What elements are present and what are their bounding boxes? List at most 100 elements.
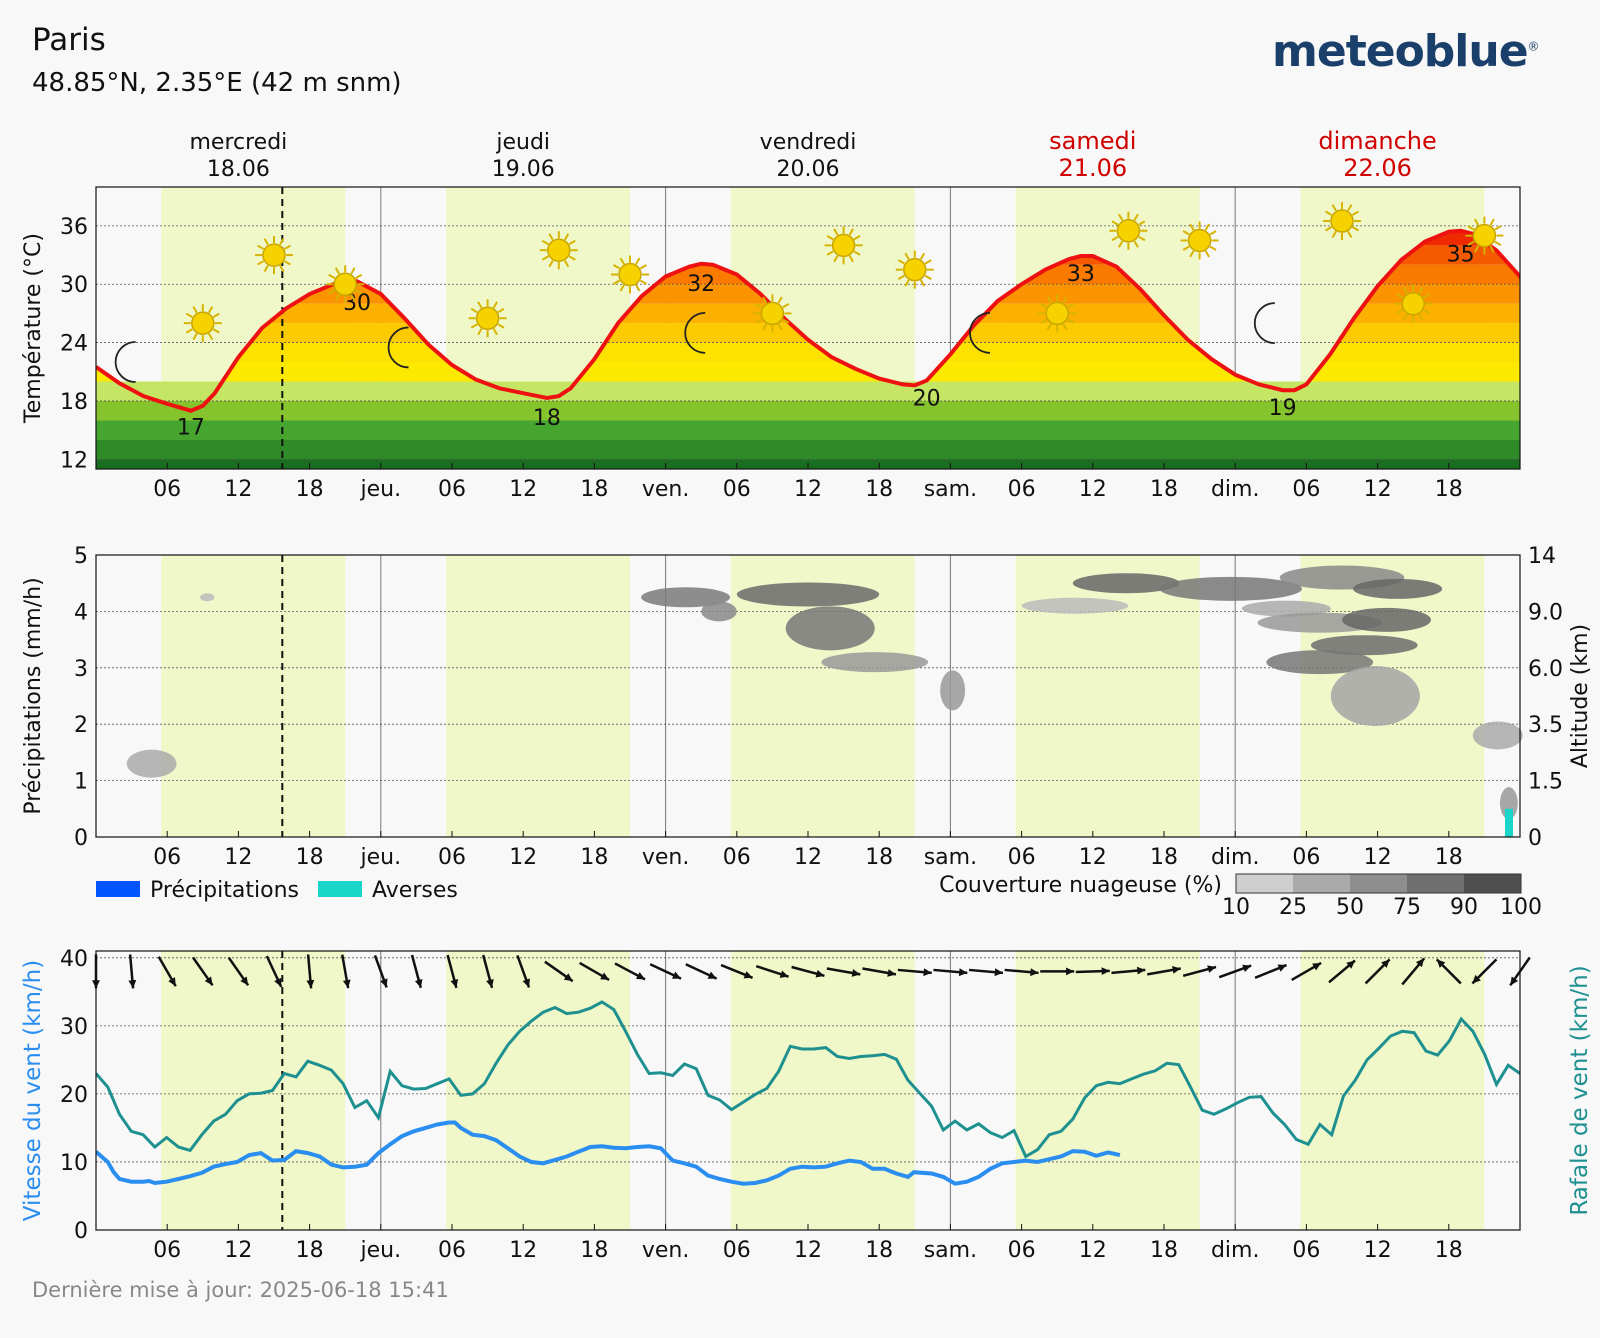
sun-ray (919, 279, 926, 287)
sun-ray (619, 257, 625, 265)
meteoblue-logo[interactable]: meteoblue® (1272, 26, 1540, 77)
wind-arrow-head (414, 978, 423, 988)
sun-ray (263, 238, 269, 246)
sun-ray (477, 328, 483, 336)
sun-ray (1118, 213, 1124, 221)
x-tick-label: 12 (1079, 845, 1107, 870)
wind-direction-arrow (897, 968, 932, 977)
cloud-legend-swatch (1236, 874, 1293, 893)
wind-lines (96, 1000, 1520, 1186)
wind-arrow-head (1136, 966, 1146, 975)
sun-ray (613, 264, 621, 270)
cloud-cover-cell (126, 749, 177, 778)
cloud-legend-title: Couverture nuageuse (%) (939, 873, 1222, 898)
cloud-cover-cell (940, 670, 966, 711)
sun-icon (468, 299, 507, 338)
x-tick-label: ven. (642, 477, 690, 502)
temp-min-label: 19 (1269, 396, 1297, 421)
wind-direction-arrow (579, 961, 610, 981)
sun-ray (1467, 240, 1475, 246)
wind-arrow-head (672, 971, 682, 979)
sun-ray (826, 250, 834, 256)
sun-ray (635, 257, 641, 265)
temperature-chart: 12182430361730183220331935203422061218je… (21, 186, 1521, 502)
sun-icon (183, 304, 222, 343)
sun-ray (568, 239, 576, 246)
wind-arrow-head (958, 968, 968, 977)
day-date: 18.06 (207, 157, 270, 182)
sun-ray (777, 323, 783, 331)
sun-ray (350, 294, 356, 302)
wind-arrow-head (380, 978, 388, 988)
wind-arrow-head (274, 977, 282, 987)
x-tick-label: 18 (296, 1238, 324, 1263)
wind-direction-arrow (720, 963, 754, 979)
wind-direction-arrow (306, 954, 315, 989)
sun-icon (1109, 211, 1148, 250)
sun-ray (1347, 204, 1353, 212)
wind-direction-arrow (791, 965, 825, 978)
wind-arrow-head (636, 972, 646, 980)
wind-arrow-head (743, 971, 753, 979)
x-tick-label: 12 (1079, 1238, 1107, 1263)
wind-direction-arrow (649, 963, 682, 980)
x-tick-label: dim. (1211, 845, 1260, 870)
sun-ray (279, 264, 285, 273)
wind-arrow-head (1415, 958, 1425, 968)
sun-ray (1423, 308, 1431, 315)
sun-ray (762, 296, 768, 304)
sun-ray (897, 259, 905, 265)
x-tick-label: 18 (1150, 845, 1178, 870)
day-name: mercredi (190, 130, 288, 155)
sun-ray (283, 244, 291, 250)
y-axis-label-right: Rafale de vent (km/h) (1567, 965, 1593, 1215)
sun-ray (1325, 210, 1333, 216)
sun-ray (1138, 235, 1146, 242)
wind-direction-arrow (1401, 957, 1426, 986)
x-tick-label: 06 (1008, 477, 1036, 502)
sun-disc (831, 233, 856, 258)
sun-ray (283, 260, 291, 266)
sun-ray (833, 255, 839, 263)
sun-ray (257, 244, 265, 250)
daylight-band (446, 555, 630, 837)
wind-arrow-head (887, 969, 896, 977)
sun-ray (1489, 245, 1495, 253)
x-tick-label: 18 (580, 477, 608, 502)
sun-ray (541, 255, 549, 261)
sun-ray (762, 323, 768, 331)
y-tick-label: 4 (74, 600, 88, 625)
temp-min-label: 20 (913, 386, 941, 411)
x-tick-label: 18 (580, 845, 608, 870)
sun-icon (326, 265, 365, 304)
x-tick-label: 12 (1364, 845, 1392, 870)
sun-ray (497, 307, 505, 314)
sun-ray (328, 289, 336, 295)
sun-ray (848, 255, 854, 263)
temperature-line (96, 228, 1520, 413)
temp-line-group (96, 228, 1520, 413)
y-tick-label: 0 (74, 826, 88, 851)
x-tick-label: 06 (723, 845, 751, 870)
x-tick-label: 12 (509, 477, 537, 502)
x-tick-label: 12 (794, 1238, 822, 1263)
sun-ray (1402, 313, 1409, 321)
x-tick-label: 12 (224, 1238, 252, 1263)
sun-icon (1465, 216, 1504, 255)
sun-ray (497, 323, 505, 329)
sun-ray (924, 274, 932, 281)
sun-ray (897, 274, 905, 281)
x-tick-label: 18 (1435, 1238, 1463, 1263)
day-name: vendredi (760, 130, 857, 155)
sun-ray (1040, 303, 1048, 309)
cloud-cover-cell (736, 582, 880, 607)
day-date: 22.06 (1343, 154, 1412, 182)
x-tick-label: 12 (794, 845, 822, 870)
y-tick-label: 30 (60, 273, 88, 298)
sun-ray (1418, 286, 1424, 294)
wind-gust-line (96, 1000, 1520, 1159)
sun-ray (350, 267, 356, 275)
sun-ray (853, 234, 861, 241)
